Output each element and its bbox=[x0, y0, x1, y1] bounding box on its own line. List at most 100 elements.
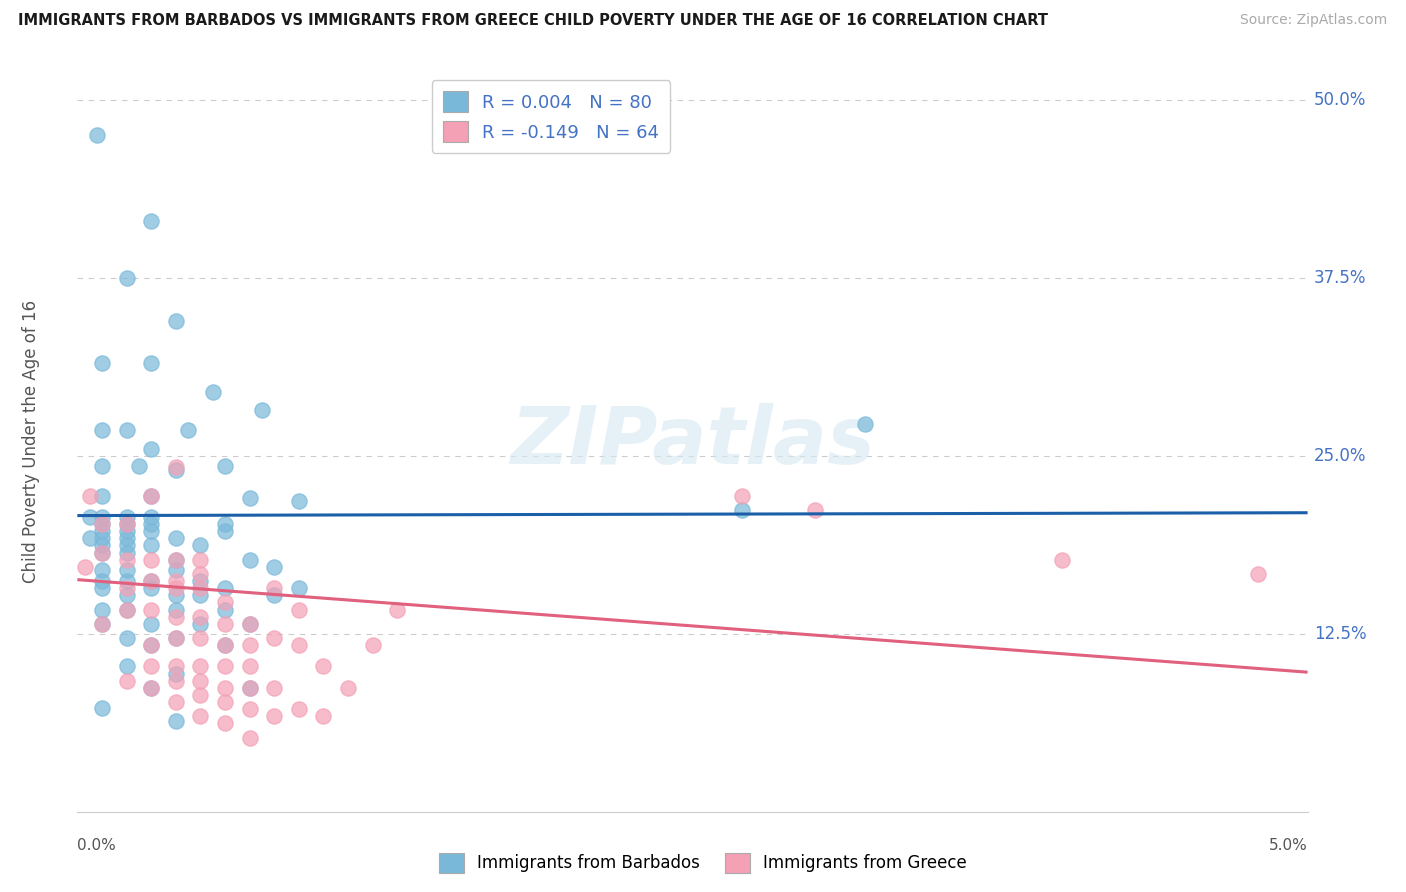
Point bbox=[79, 532, 101, 546]
Point bbox=[263, 588, 285, 602]
Point bbox=[165, 313, 187, 327]
Point bbox=[141, 574, 163, 588]
Point bbox=[165, 695, 187, 709]
Point bbox=[214, 517, 236, 532]
Point bbox=[263, 681, 285, 695]
Point bbox=[361, 638, 384, 652]
Point bbox=[115, 574, 138, 588]
Point bbox=[90, 602, 114, 616]
Point bbox=[86, 128, 108, 143]
Point bbox=[165, 673, 187, 688]
Point bbox=[288, 702, 311, 716]
Point bbox=[90, 510, 114, 524]
Point bbox=[165, 574, 187, 588]
Point bbox=[141, 574, 163, 588]
Point bbox=[288, 581, 311, 595]
Point bbox=[165, 602, 187, 616]
Point bbox=[141, 581, 163, 595]
Point bbox=[188, 631, 212, 645]
Point bbox=[214, 616, 236, 631]
Point bbox=[141, 602, 163, 616]
Point bbox=[141, 539, 163, 553]
Point bbox=[141, 489, 163, 503]
Point bbox=[312, 659, 335, 673]
Point bbox=[804, 503, 827, 517]
Point bbox=[115, 659, 138, 673]
Point bbox=[214, 716, 236, 731]
Point bbox=[141, 681, 163, 695]
Point bbox=[128, 458, 150, 473]
Point bbox=[141, 616, 163, 631]
Point bbox=[115, 517, 138, 532]
Point bbox=[165, 631, 187, 645]
Point bbox=[141, 442, 163, 456]
Point bbox=[214, 681, 236, 695]
Point bbox=[239, 616, 262, 631]
Point bbox=[115, 270, 138, 285]
Point bbox=[115, 517, 138, 532]
Point bbox=[165, 631, 187, 645]
Point bbox=[288, 494, 311, 508]
Point bbox=[90, 356, 114, 370]
Point bbox=[115, 673, 138, 688]
Point bbox=[141, 638, 163, 652]
Point bbox=[731, 503, 754, 517]
Point bbox=[115, 602, 138, 616]
Point bbox=[337, 681, 360, 695]
Point bbox=[115, 588, 138, 602]
Legend: Immigrants from Barbados, Immigrants from Greece: Immigrants from Barbados, Immigrants fro… bbox=[432, 847, 974, 880]
Point bbox=[90, 563, 114, 577]
Text: Child Poverty Under the Age of 16: Child Poverty Under the Age of 16 bbox=[21, 300, 39, 583]
Point bbox=[141, 510, 163, 524]
Point bbox=[263, 559, 285, 574]
Text: 50.0%: 50.0% bbox=[1313, 91, 1367, 109]
Point bbox=[1247, 566, 1270, 581]
Point bbox=[239, 638, 262, 652]
Point bbox=[141, 638, 163, 652]
Point bbox=[79, 489, 101, 503]
Point bbox=[177, 423, 200, 437]
Point bbox=[239, 681, 262, 695]
Point bbox=[188, 552, 212, 566]
Point bbox=[165, 581, 187, 595]
Point bbox=[188, 609, 212, 624]
Point bbox=[90, 489, 114, 503]
Text: IMMIGRANTS FROM BARBADOS VS IMMIGRANTS FROM GREECE CHILD POVERTY UNDER THE AGE O: IMMIGRANTS FROM BARBADOS VS IMMIGRANTS F… bbox=[18, 13, 1049, 29]
Point bbox=[188, 581, 212, 595]
Point bbox=[165, 588, 187, 602]
Point bbox=[90, 581, 114, 595]
Point bbox=[115, 510, 138, 524]
Point bbox=[141, 356, 163, 370]
Text: 37.5%: 37.5% bbox=[1313, 268, 1367, 287]
Point bbox=[731, 489, 754, 503]
Point bbox=[188, 688, 212, 702]
Point bbox=[115, 546, 138, 560]
Point bbox=[90, 616, 114, 631]
Point bbox=[188, 616, 212, 631]
Point bbox=[239, 491, 262, 506]
Point bbox=[115, 532, 138, 546]
Point bbox=[141, 552, 163, 566]
Point bbox=[263, 631, 285, 645]
Text: 25.0%: 25.0% bbox=[1313, 447, 1367, 465]
Text: 5.0%: 5.0% bbox=[1268, 838, 1308, 853]
Point bbox=[90, 546, 114, 560]
Point bbox=[214, 659, 236, 673]
Point bbox=[115, 423, 138, 437]
Point bbox=[90, 616, 114, 631]
Point bbox=[165, 563, 187, 577]
Point bbox=[239, 702, 262, 716]
Point bbox=[239, 616, 262, 631]
Point bbox=[250, 403, 273, 417]
Point bbox=[141, 517, 163, 532]
Point bbox=[115, 552, 138, 566]
Point bbox=[115, 563, 138, 577]
Point bbox=[90, 517, 114, 532]
Point bbox=[165, 463, 187, 477]
Point bbox=[141, 659, 163, 673]
Point bbox=[214, 595, 236, 609]
Text: Source: ZipAtlas.com: Source: ZipAtlas.com bbox=[1240, 13, 1388, 28]
Point bbox=[188, 588, 212, 602]
Text: 0.0%: 0.0% bbox=[77, 838, 117, 853]
Point bbox=[214, 638, 236, 652]
